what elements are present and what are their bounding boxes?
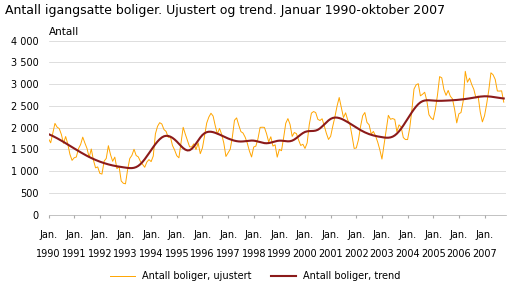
Text: Jan.: Jan. (142, 230, 160, 240)
Text: Jan.: Jan. (117, 230, 134, 240)
Legend: Antall boliger, ujustert, Antall boliger, trend: Antall boliger, ujustert, Antall boliger… (106, 267, 405, 285)
Text: Jan.: Jan. (450, 230, 468, 240)
Antall boliger, ujustert (400, 136, 406, 139)
Antall boliger, ujustert (447, 95, 453, 98)
Text: 1998: 1998 (242, 249, 266, 259)
Text: Jan.: Jan. (270, 230, 288, 240)
Text: 1993: 1993 (113, 249, 138, 259)
Text: 2001: 2001 (318, 249, 343, 259)
Antall boliger, trend (447, 99, 453, 102)
Text: Antall igangsatte boliger. Ujustert og trend. Januar 1990-oktober 2007: Antall igangsatte boliger. Ujustert og t… (5, 4, 445, 17)
Text: 1990: 1990 (36, 249, 61, 259)
Text: 1995: 1995 (165, 249, 189, 259)
Antall boliger, trend (242, 139, 248, 143)
Antall boliger, ujustert (45, 137, 52, 141)
Text: Jan.: Jan. (91, 230, 109, 240)
Text: Jan.: Jan. (373, 230, 391, 240)
Text: 2002: 2002 (344, 249, 368, 259)
Text: 1997: 1997 (216, 249, 240, 259)
Text: 2000: 2000 (293, 249, 317, 259)
Text: Jan.: Jan. (399, 230, 416, 240)
Antall boliger, trend (127, 166, 133, 170)
Antall boliger, ujustert (501, 100, 507, 104)
Text: 1991: 1991 (62, 249, 86, 259)
Text: Jan.: Jan. (65, 230, 83, 240)
Text: Jan.: Jan. (321, 230, 340, 240)
Antall boliger, ujustert (276, 148, 283, 151)
Text: Jan.: Jan. (168, 230, 186, 240)
Antall boliger, ujustert (123, 182, 129, 186)
Antall boliger, trend (212, 131, 218, 135)
Antall boliger, trend (400, 124, 406, 127)
Text: 1996: 1996 (190, 249, 215, 259)
Antall boliger, ujustert (212, 124, 218, 128)
Text: Jan.: Jan. (39, 230, 58, 240)
Text: Jan.: Jan. (296, 230, 314, 240)
Text: 1999: 1999 (267, 249, 292, 259)
Antall boliger, trend (276, 139, 283, 142)
Text: Jan.: Jan. (245, 230, 263, 240)
Antall boliger, trend (332, 116, 338, 119)
Text: 1992: 1992 (87, 249, 112, 259)
Text: 2005: 2005 (421, 249, 446, 259)
Text: Antall: Antall (49, 27, 79, 37)
Text: 2004: 2004 (396, 249, 420, 259)
Line: Antall boliger, trend: Antall boliger, trend (49, 96, 504, 168)
Antall boliger, trend (45, 132, 52, 136)
Text: 2006: 2006 (447, 249, 471, 259)
Antall boliger, ujustert (462, 70, 469, 73)
Text: Jan.: Jan. (193, 230, 212, 240)
Text: 2007: 2007 (472, 249, 497, 259)
Antall boliger, ujustert (332, 115, 338, 119)
Line: Antall boliger, ujustert: Antall boliger, ujustert (49, 71, 504, 184)
Antall boliger, trend (501, 97, 507, 100)
Text: 2003: 2003 (369, 249, 394, 259)
Text: Jan.: Jan. (347, 230, 365, 240)
Text: Jan.: Jan. (219, 230, 237, 240)
Text: Jan.: Jan. (424, 230, 443, 240)
Antall boliger, trend (481, 95, 487, 98)
Text: Jan.: Jan. (475, 230, 494, 240)
Antall boliger, ujustert (242, 135, 248, 139)
Text: 1994: 1994 (139, 249, 164, 259)
